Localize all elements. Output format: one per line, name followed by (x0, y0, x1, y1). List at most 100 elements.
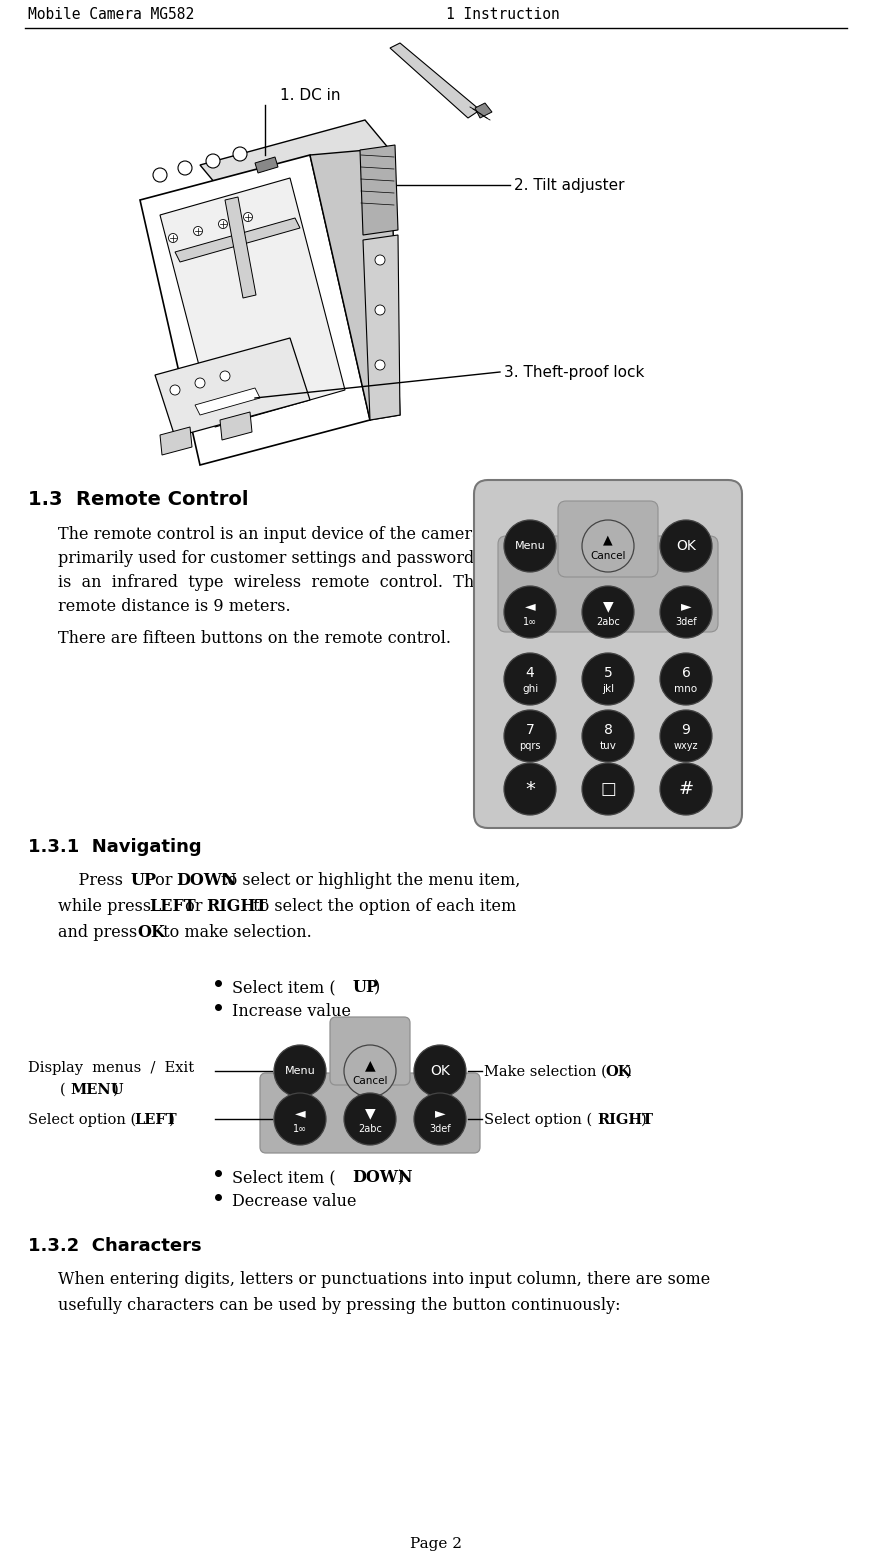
Polygon shape (160, 177, 345, 427)
Text: 6: 6 (682, 666, 691, 680)
Text: 1.3.1  Navigating: 1.3.1 Navigating (28, 838, 201, 856)
Text: OK: OK (676, 539, 696, 553)
Circle shape (504, 652, 556, 705)
Polygon shape (140, 156, 370, 466)
Circle shape (660, 585, 712, 638)
Circle shape (660, 710, 712, 761)
Polygon shape (220, 413, 252, 441)
Circle shape (414, 1045, 466, 1098)
Polygon shape (160, 427, 192, 455)
Circle shape (168, 234, 178, 243)
Text: Menu: Menu (514, 540, 545, 551)
Text: ): ) (398, 1169, 405, 1186)
Circle shape (660, 520, 712, 571)
Text: RIGHT: RIGHT (597, 1113, 653, 1127)
Text: The remote control is an input device of the camera and is: The remote control is an input device of… (58, 526, 535, 543)
Text: ▼: ▼ (603, 599, 613, 613)
Circle shape (582, 763, 634, 814)
Circle shape (219, 220, 228, 229)
Circle shape (170, 385, 180, 395)
Text: to select or highlight the menu item,: to select or highlight the menu item, (216, 872, 521, 889)
Circle shape (178, 160, 192, 174)
Text: 4: 4 (526, 666, 535, 680)
Text: 5: 5 (603, 666, 612, 680)
Text: UP: UP (130, 872, 156, 889)
Text: ◄: ◄ (525, 599, 535, 613)
Text: to make selection.: to make selection. (158, 923, 312, 940)
Polygon shape (200, 120, 390, 195)
Polygon shape (475, 103, 492, 118)
Text: ▼: ▼ (364, 1107, 375, 1121)
Text: and press: and press (58, 923, 142, 940)
Text: tuv: tuv (600, 741, 617, 750)
Text: ): ) (641, 1113, 647, 1127)
Circle shape (344, 1093, 396, 1144)
Text: Menu: Menu (284, 1067, 316, 1076)
Text: □: □ (600, 780, 616, 799)
Text: Increase value: Increase value (232, 1003, 351, 1020)
Text: 2abc: 2abc (596, 617, 620, 627)
Circle shape (153, 168, 167, 182)
FancyBboxPatch shape (330, 1017, 410, 1085)
Text: remote distance is 9 meters.: remote distance is 9 meters. (58, 598, 290, 615)
Text: DOWN: DOWN (352, 1169, 412, 1186)
Text: Select option (: Select option ( (28, 1113, 136, 1127)
Text: 1. DC in: 1. DC in (280, 87, 340, 103)
Text: ▲: ▲ (603, 534, 613, 547)
Text: jkl: jkl (602, 684, 614, 694)
Circle shape (243, 212, 253, 221)
Text: 3def: 3def (429, 1124, 451, 1133)
Polygon shape (175, 218, 300, 262)
Circle shape (582, 585, 634, 638)
Text: 1.3  Remote Control: 1.3 Remote Control (28, 490, 249, 509)
Text: Select item (: Select item ( (232, 1169, 336, 1186)
Polygon shape (225, 198, 256, 297)
Text: Page 2: Page 2 (410, 1537, 462, 1551)
Text: OK: OK (137, 923, 165, 940)
Circle shape (194, 226, 202, 235)
Text: or: or (150, 872, 178, 889)
Circle shape (660, 763, 712, 814)
Text: primarily used for customer settings and password input. This: primarily used for customer settings and… (58, 550, 567, 567)
Text: 1∞: 1∞ (523, 617, 537, 627)
Text: ▲: ▲ (364, 1059, 375, 1073)
Text: Select item (: Select item ( (232, 979, 336, 996)
Text: (: ( (60, 1084, 65, 1098)
Text: or: or (180, 898, 208, 916)
Circle shape (195, 378, 205, 388)
Text: Cancel: Cancel (590, 551, 626, 561)
Text: LEFT: LEFT (149, 898, 195, 916)
Text: 8: 8 (603, 724, 612, 738)
Text: 7: 7 (526, 724, 535, 738)
Text: ◄: ◄ (295, 1107, 305, 1121)
FancyBboxPatch shape (498, 536, 718, 632)
Text: Mobile Camera MG582: Mobile Camera MG582 (28, 6, 194, 22)
Circle shape (504, 520, 556, 571)
Circle shape (504, 710, 556, 761)
Text: ghi: ghi (521, 684, 538, 694)
Polygon shape (363, 235, 400, 420)
Circle shape (220, 371, 230, 381)
Text: Cancel: Cancel (352, 1076, 388, 1085)
Circle shape (233, 146, 247, 160)
Circle shape (504, 585, 556, 638)
Text: #: # (678, 780, 693, 799)
Text: while press: while press (58, 898, 156, 916)
Circle shape (206, 154, 220, 168)
Polygon shape (360, 145, 398, 235)
Text: 2abc: 2abc (358, 1124, 382, 1133)
Polygon shape (310, 148, 400, 420)
Text: OK: OK (430, 1063, 450, 1077)
Text: MENU: MENU (70, 1084, 124, 1098)
Text: UP: UP (352, 979, 378, 996)
Text: When entering digits, letters or punctuations into input column, there are some: When entering digits, letters or punctua… (58, 1271, 711, 1288)
Text: 1.3.2  Characters: 1.3.2 Characters (28, 1236, 201, 1255)
Text: RIGHT: RIGHT (206, 898, 267, 916)
Text: LEFT: LEFT (134, 1113, 177, 1127)
Text: 9: 9 (682, 724, 691, 738)
Circle shape (274, 1093, 326, 1144)
Circle shape (344, 1045, 396, 1098)
Text: usefully characters can be used by pressing the button continuously:: usefully characters can be used by press… (58, 1297, 621, 1314)
Text: ): ) (169, 1113, 174, 1127)
Text: 1∞: 1∞ (293, 1124, 307, 1133)
